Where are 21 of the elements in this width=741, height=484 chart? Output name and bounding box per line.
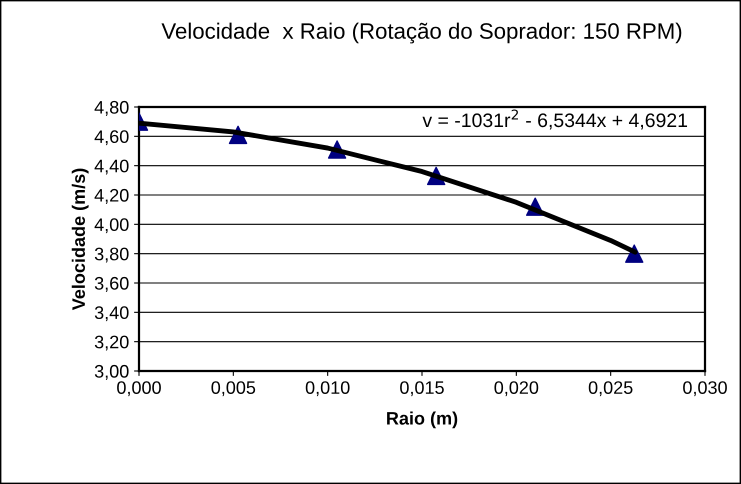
x-axis-title: Raio (m) [387,411,458,428]
x-tick-label: 0,005 [211,381,256,396]
y-tick-label: 3,40 [94,306,129,322]
annotation: v = -1031r$^{2}$ - 6,5344x + 4,6921 [422,109,688,130]
y-tick-label: 3,00 [94,364,129,380]
y-axis-title: Velocidade (m/s) [72,168,89,310]
y-tick-label: 4,00 [94,218,129,234]
x-tick-label: 0,010 [306,381,350,396]
y-tick-label: 4,40 [94,160,129,175]
y-tick-label: 4,80 [94,100,129,116]
x-tick-label: 0,020 [494,381,538,396]
y-tick-label: 4,60 [94,130,129,146]
chart-title: Velocidade x Raio (Rotação do Soprador: 150 RPM) [161,22,682,44]
y-tick-label: 4,20 [94,188,129,204]
y-tick-label: 3,60 [94,276,129,292]
x-tick-label: 0,000 [117,381,161,396]
y-tick-label: 3,80 [94,248,129,263]
x-tick-label: 0,025 [588,381,633,396]
y-tick-label: 3,20 [94,336,129,351]
x-tick-label: 0,015 [400,381,444,396]
x-tick-label: 0,030 [683,381,727,396]
